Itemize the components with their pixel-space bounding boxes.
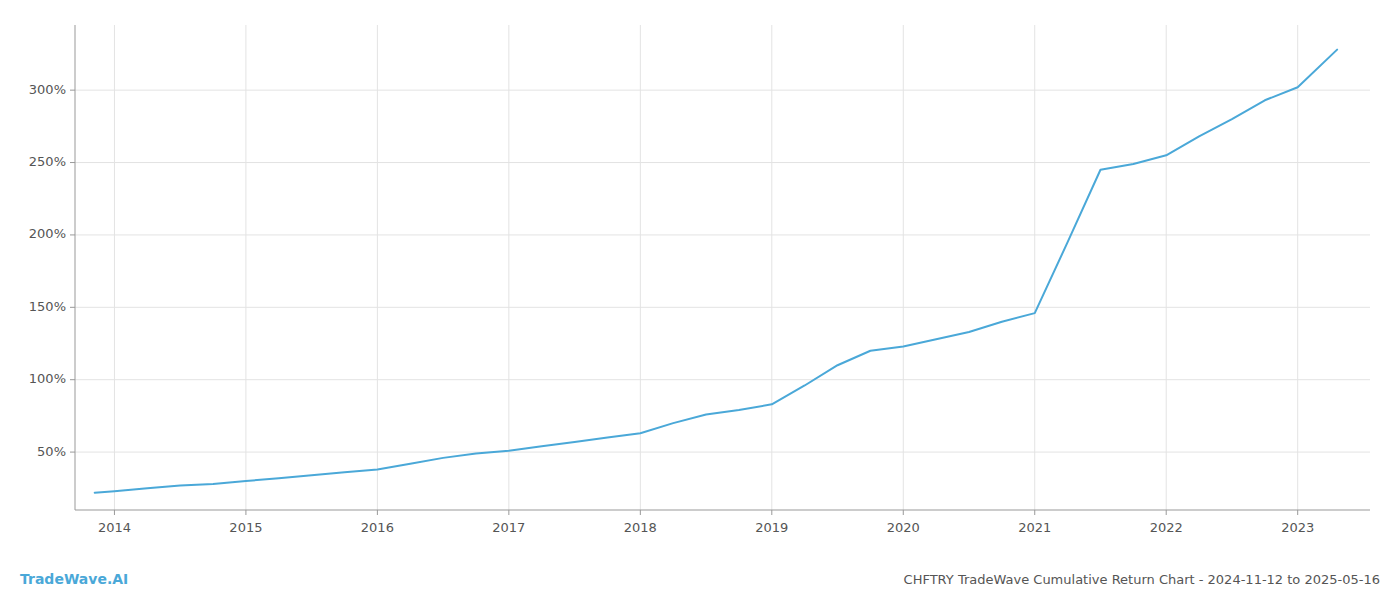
y-grid-line: [75, 307, 1370, 308]
y-tick-label: 300%: [29, 82, 66, 97]
y-grid-line: [75, 379, 1370, 380]
x-grid-line: [640, 25, 641, 510]
x-tick: [640, 510, 641, 515]
axes: 50% 100% 150% 200% 250% 300% 2014 2015 2016 2017 2…: [29, 25, 1370, 535]
y-grid-line: [75, 234, 1370, 235]
x-tick-label: 2022: [1150, 520, 1183, 535]
y-tick-label: 100%: [29, 371, 66, 386]
x-tick: [771, 510, 772, 515]
x-grid-line: [1034, 25, 1035, 510]
x-grid-line: [508, 25, 509, 510]
x-grid-line: [1297, 25, 1298, 510]
y-tick: [70, 162, 75, 163]
x-tick-label: 2018: [624, 520, 657, 535]
y-grid-line: [75, 90, 1370, 91]
watermark: TradeWave.AI: [20, 571, 128, 587]
x-grid-line: [245, 25, 246, 510]
y-tick: [70, 234, 75, 235]
x-tick-label: 2019: [755, 520, 788, 535]
x-tick: [114, 510, 115, 515]
x-tick-label: 2014: [98, 520, 131, 535]
chart: 50% 100% 150% 200% 250% 300% 2014 2015 2016 2017 2…: [0, 0, 1400, 600]
x-tick-label: 2015: [229, 520, 262, 535]
title: CHFTRY TradeWave Cumulative Return Chart…: [904, 572, 1380, 587]
grid: [75, 25, 1370, 510]
y-tick: [70, 90, 75, 91]
y-tick-label: 250%: [29, 154, 66, 169]
x-tick-label: 2021: [1018, 520, 1051, 535]
y-grid-line: [75, 162, 1370, 163]
return-line: [95, 50, 1337, 493]
x-grid-line: [903, 25, 904, 510]
x-grid-line: [1166, 25, 1167, 510]
x-tick: [903, 510, 904, 515]
y-tick-label: 200%: [29, 226, 66, 241]
y-grid-line: [75, 452, 1370, 453]
x-axis-line: [75, 510, 1370, 511]
x-tick-label: 2020: [887, 520, 920, 535]
x-tick-label: 2023: [1281, 520, 1314, 535]
y-tick: [70, 379, 75, 380]
x-tick: [508, 510, 509, 515]
x-tick-label: 2017: [492, 520, 525, 535]
x-tick: [1297, 510, 1298, 515]
x-tick: [1034, 510, 1035, 515]
y-tick-label: 150%: [29, 299, 66, 314]
x-tick: [1166, 510, 1167, 515]
y-tick: [70, 307, 75, 308]
y-tick-label: 50%: [37, 444, 66, 459]
plot-area: [95, 50, 1337, 493]
x-grid-line: [114, 25, 115, 510]
x-grid-line: [771, 25, 772, 510]
y-axis-line: [75, 25, 76, 510]
x-tick-label: 2016: [361, 520, 394, 535]
x-tick: [377, 510, 378, 515]
x-tick: [245, 510, 246, 515]
y-tick: [70, 452, 75, 453]
x-grid-line: [377, 25, 378, 510]
